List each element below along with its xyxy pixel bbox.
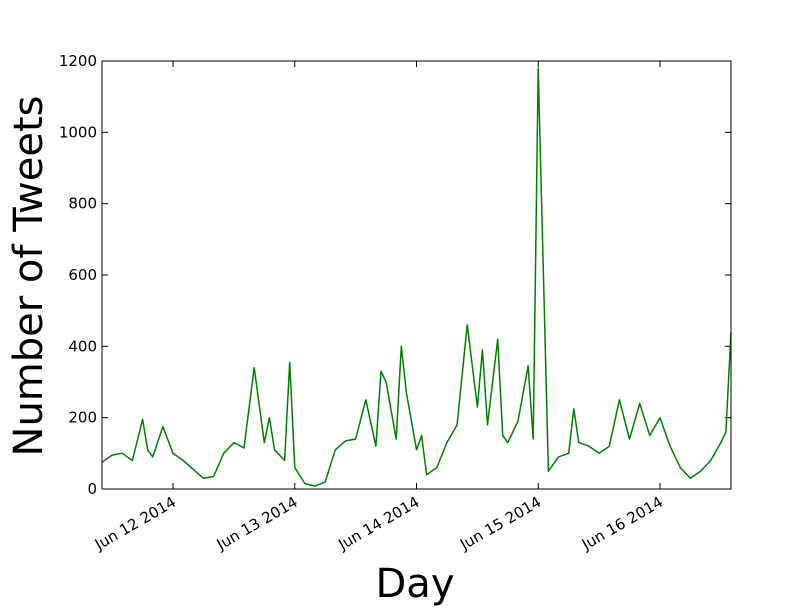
x-tick-label: Jun 12 2014 [91, 493, 179, 554]
y-tick-label: 800 [68, 195, 97, 213]
series-line-0 [101, 67, 732, 487]
y-tick-label: 0 [87, 480, 97, 498]
x-tick-label: Jun 15 2014 [456, 493, 544, 554]
series-layer [101, 67, 732, 487]
plot-frame [101, 60, 732, 490]
x-axis-label: Day [376, 561, 455, 607]
y-tick-label: 1200 [59, 52, 97, 70]
y-tick-labels: 0 200 400 600 800 1000 1200 [59, 52, 97, 498]
x-tick-label: Jun 13 2014 [213, 493, 301, 554]
x-tick-label: Jun 16 2014 [578, 493, 666, 554]
y-tick-label: 1000 [59, 123, 97, 141]
x-tick-labels: Jun 12 2014 Jun 13 2014 Jun 14 2014 Jun 15 … [91, 493, 666, 554]
y-tick-label: 200 [68, 409, 97, 427]
axis-ticks [102, 60, 731, 490]
y-tick-label: 600 [68, 266, 97, 284]
y-tick-label: 400 [68, 337, 97, 355]
x-tick-label: Jun 14 2014 [334, 493, 422, 554]
y-axis-label: Number of Tweets [6, 96, 52, 457]
